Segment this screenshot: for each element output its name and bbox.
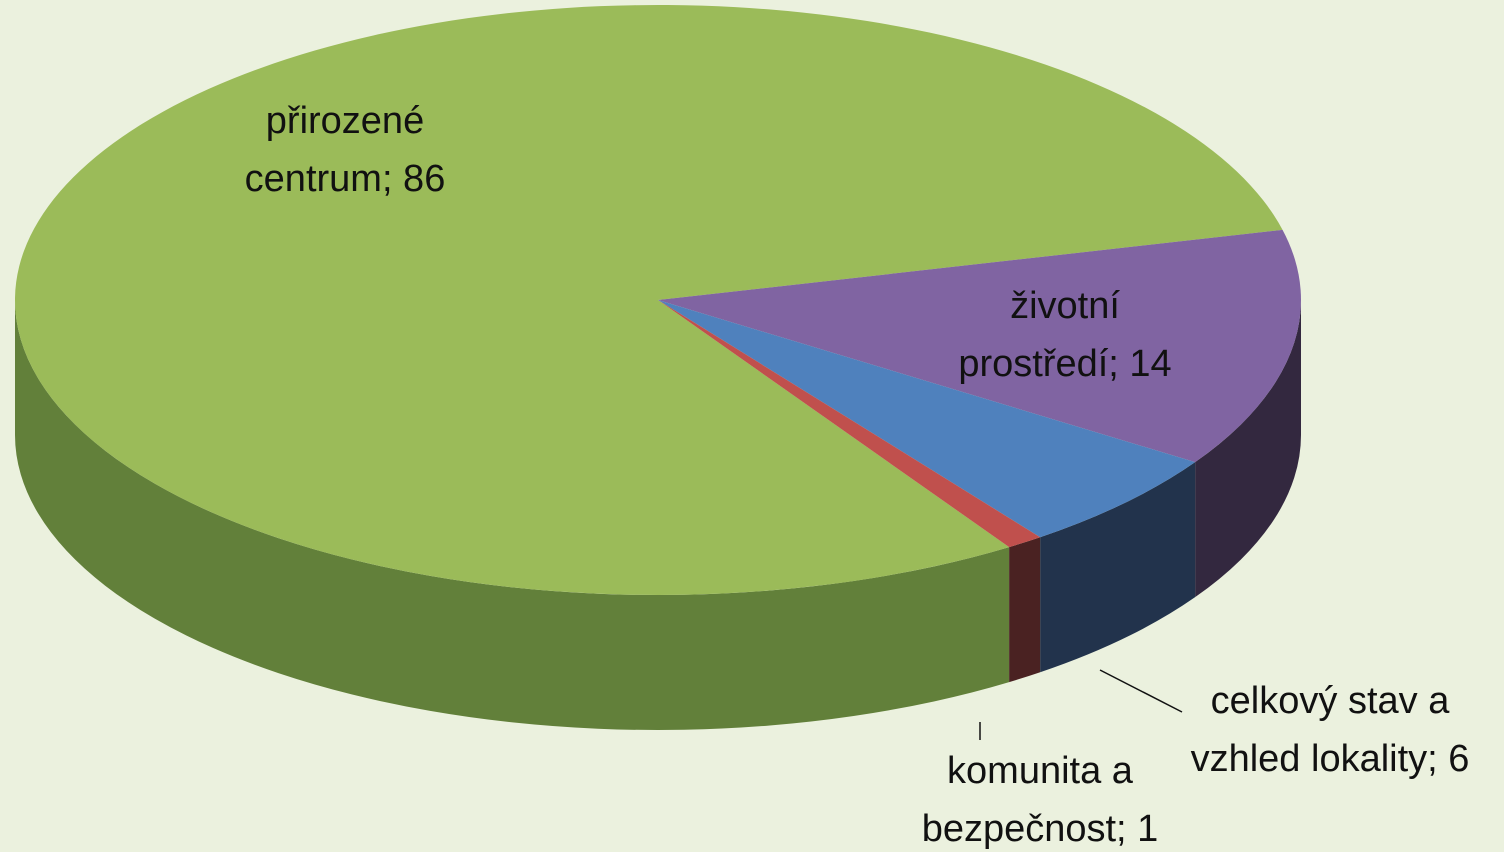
data-label: životní prostředí; 14	[958, 285, 1172, 385]
slice	[658, 300, 1041, 548]
data-label: celkový stav a vzhled lokality; 6	[1190, 680, 1470, 780]
slice-side	[1009, 537, 1041, 683]
slice	[658, 229, 1302, 463]
slice-side	[1195, 300, 1301, 598]
data-label: přirozené centrum; 86	[244, 100, 446, 200]
slice-side	[15, 300, 1010, 730]
data-label: komunita a bezpečnost; 1	[921, 750, 1159, 850]
leader-line	[1099, 669, 1183, 713]
slice	[15, 4, 1283, 595]
slice-side	[1040, 462, 1196, 673]
slice	[658, 300, 1196, 538]
